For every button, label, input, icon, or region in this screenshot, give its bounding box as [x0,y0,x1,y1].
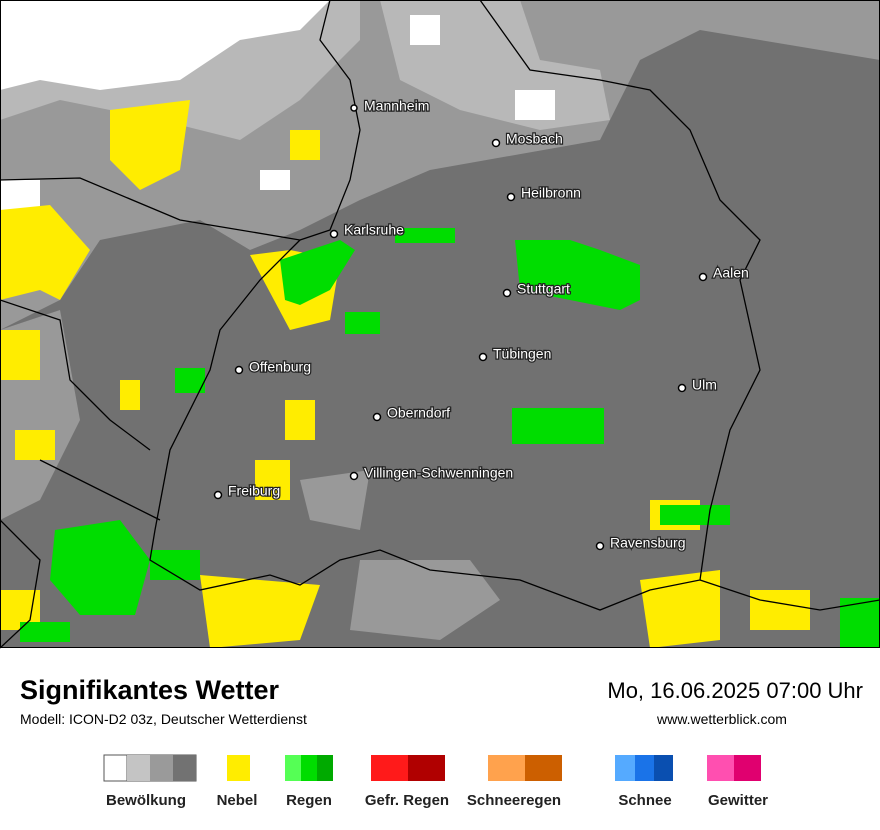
legend-swatch [654,755,673,781]
borders [0,0,880,649]
city-dot [213,490,223,500]
legend-swatch [150,755,173,781]
city-label: Ulm [692,377,717,393]
legend-swatch [615,755,635,781]
city-dot [350,104,358,112]
city-dot [502,288,512,298]
city-label: Karlsruhe [344,222,404,238]
legend-swatch [734,755,761,781]
city-dot [491,138,501,148]
cloud-clear [0,0,555,210]
city-dot [595,541,605,551]
city-dot [677,383,687,393]
legend-swatch [103,754,128,782]
legend-label: Gefr. Regen [365,792,449,809]
legend-swatch [301,755,317,781]
legend-swatch [127,755,150,781]
city-label: Offenburg [249,359,311,375]
website: www.wetterblick.com [656,711,787,727]
legend-swatch [408,755,445,781]
city-dot [506,192,516,202]
legend: Bewölkung Nebel Regen Gefr. Regen Schnee… [103,754,768,809]
rain [20,228,880,648]
legend-swatch [635,755,654,781]
city-label: Oberndorf [387,405,450,421]
city-dot [349,471,359,481]
city-label: Freiburg [228,483,280,499]
legend-label: Nebel [217,792,258,809]
legend-label: Schnee [618,792,671,809]
footer: Signifikantes Wetter Modell: ICON-D2 03z… [20,675,863,727]
city-label: Stuttgart [517,281,570,297]
legend-swatch [371,755,408,781]
city-label: Villingen-Schwenningen [364,465,513,481]
legend-swatch [317,755,333,781]
datetime: Mo, 16.06.2025 07:00 Uhr [607,678,863,703]
city-label: Aalen [713,265,749,281]
fog [0,100,810,648]
city-label: Mannheim [364,98,429,114]
legend-label: Schneeregen [467,792,561,809]
legend-swatch [173,755,196,781]
legend-swatch [285,755,301,781]
city-label: Ravensburg [610,535,686,551]
legend-label: Bewölkung [106,792,186,809]
title: Signifikantes Wetter [20,675,280,705]
city-dot [698,272,708,282]
city-dot [329,229,339,239]
city-label: Tübingen [493,346,551,362]
legend-swatch [488,755,525,781]
city-label: Heilbronn [521,185,581,201]
cities: Mannheim Mosbach Heilbronn Karlsruhe Aal… [213,96,750,552]
legend-swatch [525,755,562,781]
city-dot [478,352,488,362]
city-dot [234,365,244,375]
legend-label: Regen [286,792,332,809]
legend-label: Gewitter [708,792,768,809]
city-label: Mosbach [506,131,563,147]
legend-swatch [707,755,734,781]
map: Mannheim Mosbach Heilbronn Karlsruhe Aal… [0,0,880,649]
subtitle: Modell: ICON-D2 03z, Deutscher Wetterdie… [20,711,307,727]
city-dot [372,412,382,422]
legend-swatch [227,755,250,781]
